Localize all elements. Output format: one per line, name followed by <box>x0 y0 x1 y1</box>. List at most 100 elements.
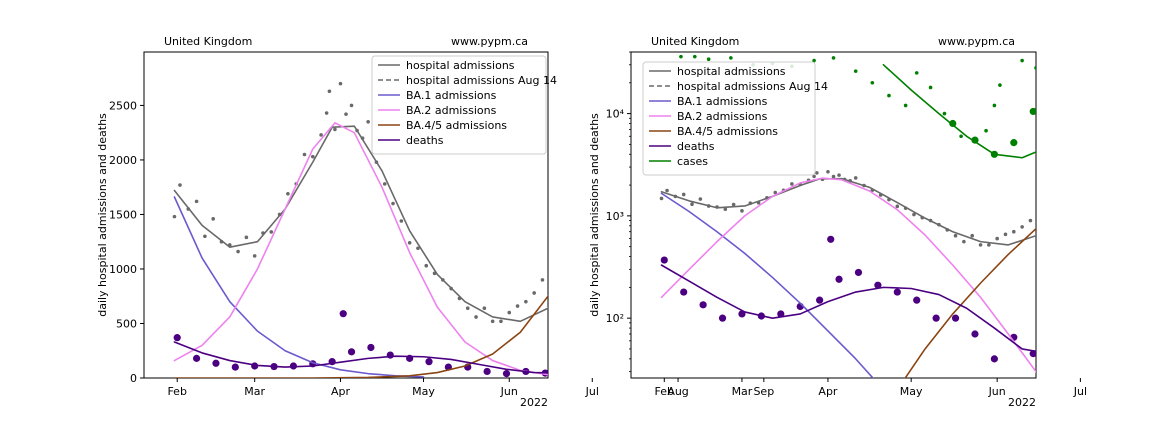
data-point-hospital-admissions-daily-data <box>1142 193 1146 197</box>
data-point-hospital-admissions-daily-data <box>286 191 290 196</box>
data-point-hospital-admissions-daily-data <box>621 136 625 140</box>
legend-label: BA.2 admissions <box>406 104 497 117</box>
data-point-cases-weekly-data <box>1068 86 1075 93</box>
data-point-hospital-admissions-daily-data <box>203 234 207 239</box>
legend-box <box>371 55 547 155</box>
data-point-outliers <box>827 235 835 243</box>
data-point-hospital-admissions-daily-data <box>344 112 348 116</box>
data-point-cases-daily-data <box>831 56 836 60</box>
data-point-cases-daily-data <box>1112 68 1116 72</box>
data-point-deaths-weekly-data <box>502 370 511 378</box>
data-point-deaths-weekly-data <box>990 355 998 363</box>
data-point-deaths-weekly-data <box>816 296 824 304</box>
data-point-deaths-weekly-data <box>212 359 220 367</box>
data-point-hospital-admissions-daily-data <box>1117 183 1121 187</box>
data-point-hospital-admissions-daily-data <box>978 243 983 247</box>
data-point-hospital-admissions-daily-data <box>698 197 703 201</box>
chart-title-left: United Kingdom <box>164 35 252 48</box>
chart-right: United Kingdom www.pypm.ca daily hospita… <box>588 35 1152 409</box>
x-tick-label: Feb <box>167 385 186 398</box>
legend-label: hospital admissions <box>677 65 786 78</box>
data-point-hospital-admissions-daily-data <box>1028 218 1033 223</box>
series-line-hospital-admissions <box>173 125 548 323</box>
data-point-hospital-admissions-daily-data <box>826 169 830 174</box>
data-point-hospital-admissions-daily-data <box>953 233 958 238</box>
chart-left: United Kingdom www.pypm.ca daily hospita… <box>96 35 774 409</box>
data-point-hospital-admissions-daily-data <box>416 246 420 251</box>
data-point-hospital-admissions-daily-data <box>333 127 337 132</box>
legend-box <box>642 61 816 176</box>
data-point-hospital-admissions-daily-data <box>327 89 332 94</box>
legend-label: deaths <box>677 140 715 153</box>
x-tick-label: Apr <box>331 385 351 398</box>
data-point-cases-daily-data <box>1145 73 1149 77</box>
data-point-hospital-admissions-daily-data <box>482 306 487 311</box>
data-point-hospital-admissions-daily-data <box>1134 190 1138 194</box>
data-point-hospital-admissions-daily-data <box>319 133 323 137</box>
data-point-hospital-admissions-daily-data <box>349 103 354 108</box>
data-point-cases-daily-data <box>942 111 947 116</box>
x-tick-label: Jun <box>500 385 518 398</box>
data-point-hospital-admissions-daily-data <box>659 196 664 201</box>
data-point-deaths-weekly-data <box>1146 290 1152 297</box>
data-point-hospital-admissions-daily-data <box>1020 225 1024 229</box>
data-point-hospital-admissions-daily-data <box>995 236 999 241</box>
data-point-cases-daily-data <box>706 57 711 62</box>
data-point-hospital-admissions-daily-data <box>812 174 816 179</box>
legend-label: BA.2 admissions <box>677 110 768 123</box>
data-point-cases-daily-data <box>928 85 933 90</box>
data-point-hospital-admissions-daily-data <box>244 235 249 240</box>
data-point-hospital-admissions-daily-data <box>1079 187 1083 191</box>
data-point-deaths-weekly-data <box>932 314 940 322</box>
x-axis-year-label: 2022 <box>1008 396 1036 409</box>
x-tick-label: Sep <box>753 385 774 398</box>
legend-label: BA.1 admissions <box>406 89 497 102</box>
data-point-hospital-admissions-daily-data <box>338 81 343 86</box>
y-axis-label: daily hospital admissions and deaths <box>588 113 601 317</box>
series-line-cases <box>882 63 1036 159</box>
data-point-cases-daily-data <box>870 80 875 85</box>
x-tick-label: Feb <box>655 385 674 398</box>
data-point-hospital-admissions-daily-data <box>1045 202 1049 206</box>
series-line-ba-4-5-admissions <box>904 227 1036 378</box>
data-point-cases-daily-data <box>1062 71 1066 75</box>
chart-title-right: www.pypm.ca <box>938 35 1015 48</box>
data-point-cases-daily-data <box>1131 81 1135 85</box>
data-point-hospital-admissions-daily-data <box>499 319 503 324</box>
data-point-hospital-admissions-daily-data <box>615 164 619 168</box>
y-tick-label: 10² <box>606 312 624 325</box>
data-point-hospital-admissions-daily-data <box>740 209 744 213</box>
data-point-deaths-weekly-data <box>619 362 626 369</box>
y-tick-label: 1500 <box>109 208 137 221</box>
data-point-hospital-admissions-daily-data <box>382 182 387 186</box>
data-point-hospital-admissions-daily-data <box>831 174 836 179</box>
data-point-hospital-admissions-daily-data <box>1095 182 1099 186</box>
x-tick-label: Apr <box>818 385 838 398</box>
data-point-cases-weekly-data <box>1088 77 1095 84</box>
data-point-deaths-weekly-data <box>835 275 843 283</box>
data-point-cases-weekly-data <box>1029 107 1036 116</box>
data-point-deaths-weekly-data <box>971 330 979 338</box>
x-tick-label: Jul <box>1073 385 1087 398</box>
data-point-hospital-admissions-daily-data <box>1054 197 1058 201</box>
data-point-deaths-weekly-data <box>192 354 201 362</box>
data-point-hospital-admissions-daily-data <box>549 262 553 266</box>
data-point-hospital-admissions-daily-data <box>236 249 240 254</box>
series-line-hospital-admissions <box>660 177 1036 246</box>
data-point-hospital-admissions-daily-data <box>399 219 404 223</box>
data-point-cases-weekly-data <box>1010 139 1018 147</box>
data-point-hospital-admissions-daily-data <box>366 119 370 124</box>
legend-label: hospital admissions <box>406 59 515 72</box>
data-point-deaths-weekly-data <box>660 256 668 264</box>
x-tick-label: Jun <box>988 385 1006 398</box>
legend-label: deaths <box>406 134 444 147</box>
data-point-deaths-weekly-data <box>600 369 607 376</box>
data-point-deaths-weekly-data <box>347 348 356 356</box>
series-line-ba-1-admissions <box>173 196 425 378</box>
y-axis-label: daily hospital admissions and deaths <box>96 113 109 317</box>
data-point-deaths-weekly-data <box>874 281 882 289</box>
x-tick-label: May <box>900 385 923 398</box>
data-point-hospital-admissions-daily-data <box>607 153 611 157</box>
data-point-deaths-weekly-data <box>483 367 491 376</box>
data-point-cases-daily-data <box>1070 81 1074 85</box>
